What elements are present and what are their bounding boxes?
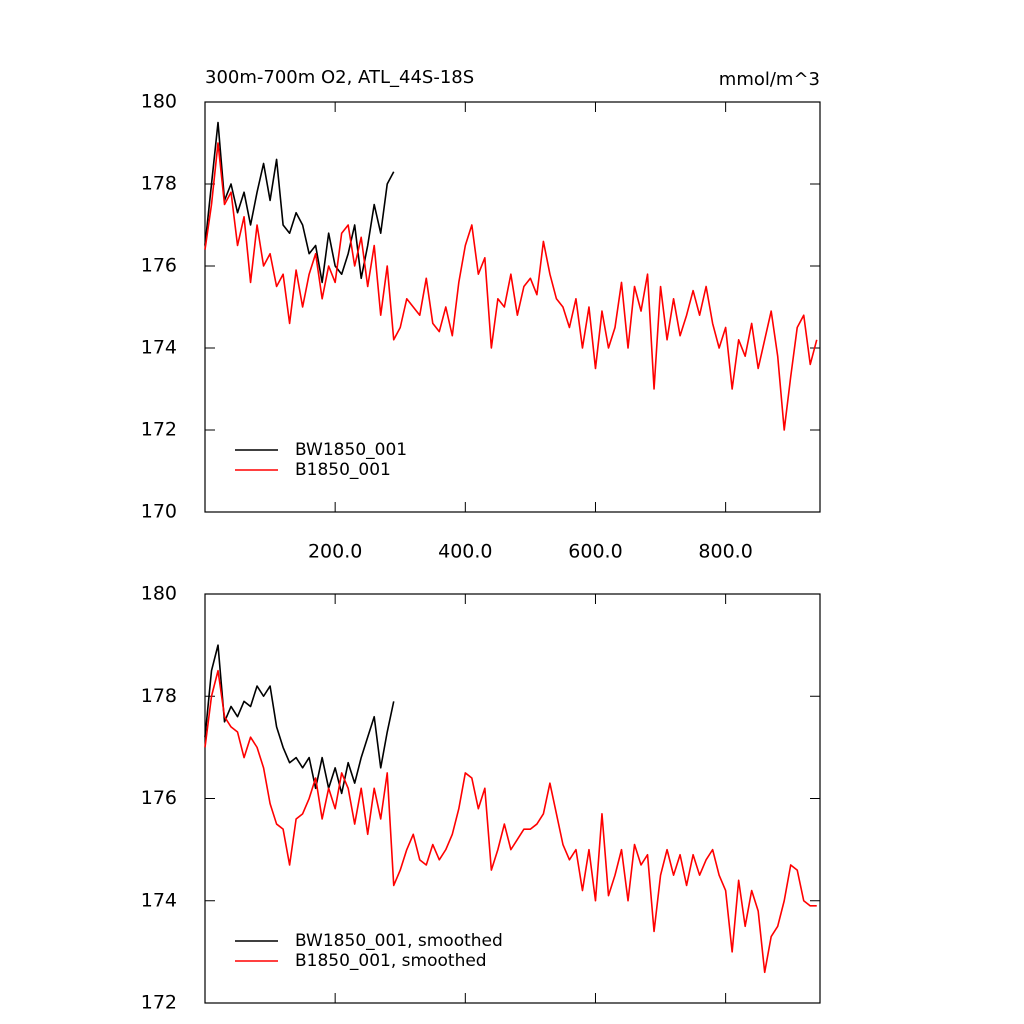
y-tick-label: 172 [141, 419, 177, 441]
legend-label: B1850_001, smoothed [295, 951, 487, 971]
y-tick-label: 180 [141, 91, 177, 113]
legend-label: B1850_001 [295, 460, 391, 480]
x-tick-label: 400.0 [438, 541, 492, 563]
units-label: mmol/m^3 [719, 69, 820, 90]
x-tick-label: 600.0 [568, 541, 622, 563]
y-tick-label: 180 [141, 583, 177, 605]
y-tick-label: 176 [141, 255, 177, 277]
legend-label: BW1850_001 [295, 440, 407, 460]
series-line [204, 121, 395, 284]
plot-frame [204, 101, 821, 513]
legend-label: BW1850_001, smoothed [295, 931, 503, 951]
x-tick-label: 200.0 [308, 541, 362, 563]
y-tick-label: 178 [141, 685, 177, 707]
y-tick-label: 174 [141, 337, 177, 359]
series-line [204, 142, 818, 431]
y-tick-label: 178 [141, 173, 177, 195]
chart-title: 300m-700m O2, ATL_44S-18S [205, 67, 474, 88]
y-tick-label: 176 [141, 787, 177, 809]
y-tick-label: 172 [141, 992, 177, 1014]
x-tick-label: 800.0 [698, 541, 752, 563]
series-line [204, 644, 395, 795]
series-line [204, 669, 817, 974]
y-tick-label: 170 [141, 501, 177, 523]
y-tick-label: 174 [141, 889, 177, 911]
